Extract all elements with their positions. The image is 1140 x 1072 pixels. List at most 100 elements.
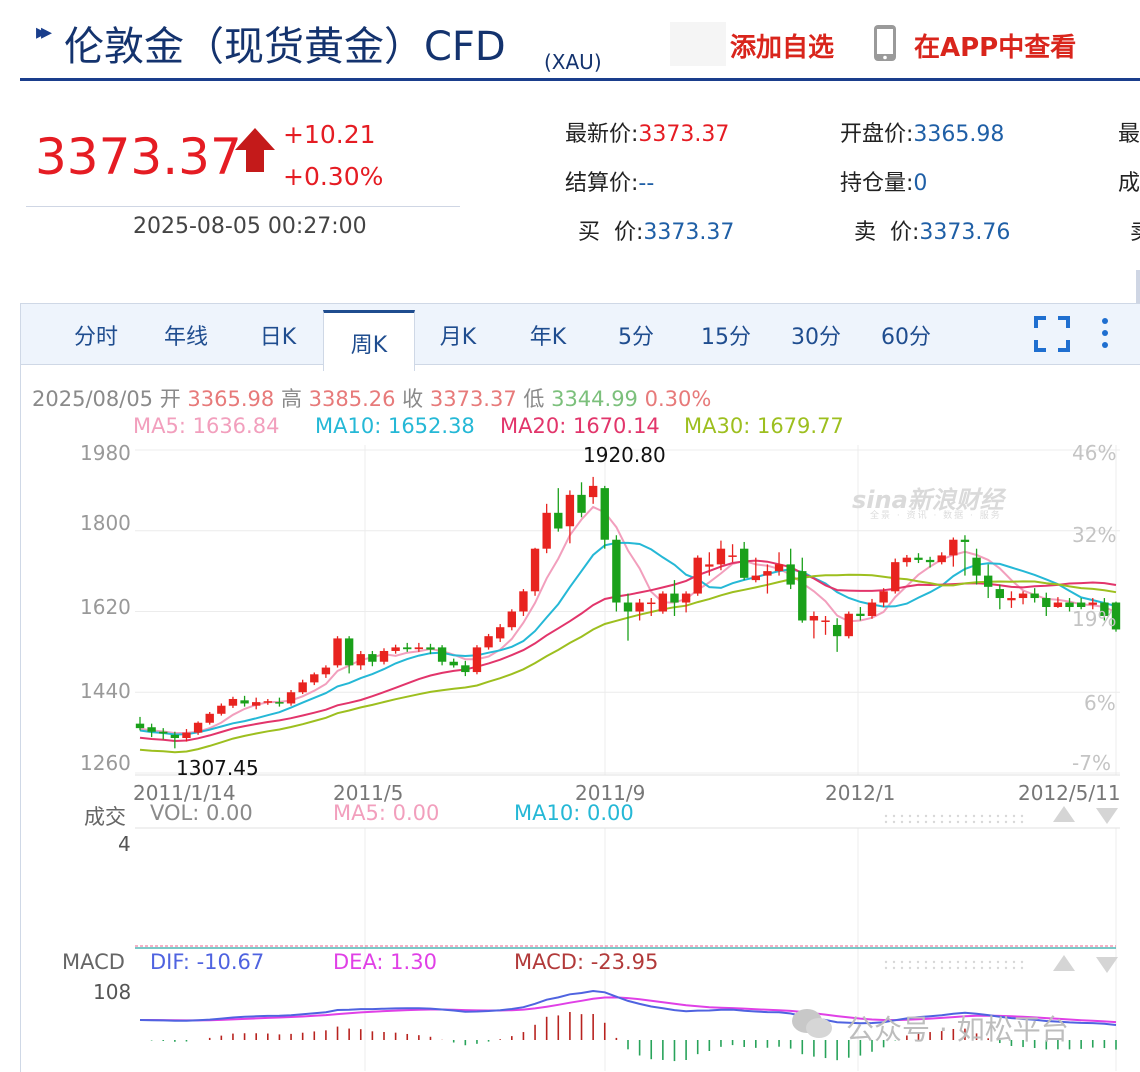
tab-yearly-k[interactable]: 年K xyxy=(529,325,567,350)
candle-body xyxy=(170,734,180,739)
tab-daily-k[interactable]: 日K xyxy=(259,325,297,350)
candle-body xyxy=(728,555,737,557)
tab-15min[interactable]: 15分 xyxy=(701,325,751,350)
view-in-app-button[interactable]: 在APP中查看 xyxy=(914,33,1077,63)
volume-ma5: MA5: 0.00 xyxy=(333,801,440,825)
candle-body xyxy=(321,667,331,675)
tab-60min[interactable]: 60分 xyxy=(881,325,931,350)
kline-chart[interactable] xyxy=(0,440,1140,1071)
candle-body xyxy=(844,613,853,637)
dot-hint xyxy=(972,960,976,964)
panel-down-icon[interactable] xyxy=(1096,957,1118,973)
dot-hint xyxy=(948,814,952,818)
macd-panel xyxy=(139,989,1117,1062)
dot-hint xyxy=(964,966,968,970)
dot-hint xyxy=(932,814,936,818)
volume-tick: 4 xyxy=(118,832,131,856)
dot-hint xyxy=(924,814,928,818)
volume-panel xyxy=(135,814,1116,970)
volume-value: VOL: 0.00 xyxy=(150,801,253,825)
dot-hint xyxy=(940,820,944,824)
dot-hint xyxy=(916,966,920,970)
candle-body xyxy=(821,620,830,622)
tab-weekly-k[interactable]: 周K xyxy=(323,310,415,371)
dot-hint xyxy=(932,820,936,824)
candle-body xyxy=(228,698,238,706)
legend-ma5: MA5: 1636.84 xyxy=(133,414,280,438)
y-tick-left: 1260 xyxy=(80,751,131,775)
dot-hint xyxy=(908,814,912,818)
y-tick-left: 1620 xyxy=(80,595,131,619)
dot-hint xyxy=(996,814,1000,818)
dot-hint xyxy=(964,814,968,818)
candle-body xyxy=(902,557,912,563)
panel-up-icon[interactable] xyxy=(1053,955,1075,971)
ma-line-ma20 xyxy=(139,559,1117,743)
dot-hint xyxy=(972,966,976,970)
candle-body xyxy=(809,615,819,621)
add-favorite-button[interactable]: 添加自选 xyxy=(730,33,835,63)
more-vertical-icon[interactable] xyxy=(1096,316,1114,352)
x-tick: 2012/1 xyxy=(825,781,896,805)
dot-hint xyxy=(924,960,928,964)
dot-hint xyxy=(884,966,888,970)
stat-value: 0 xyxy=(913,171,928,196)
dot-hint xyxy=(1012,966,1016,970)
page-title: 伦敦金（现货黄金）CFD xyxy=(64,24,506,70)
candle-body xyxy=(461,665,470,673)
y-tick-right: 32% xyxy=(1072,523,1117,547)
candle-body xyxy=(135,723,145,729)
x-tick: 2011/1/14 xyxy=(133,781,236,805)
candle-body xyxy=(159,731,168,734)
candle-body xyxy=(740,548,749,578)
candle-body xyxy=(1100,602,1109,616)
tab-5min[interactable]: 5分 xyxy=(618,325,654,350)
panel-down-icon[interactable] xyxy=(1096,808,1118,824)
dot-hint xyxy=(932,966,936,970)
candle-body xyxy=(670,593,679,603)
macd-label: MACD xyxy=(62,950,125,974)
price-change: +10.21 xyxy=(283,120,376,149)
candle-body xyxy=(542,512,551,549)
stat-ask: 卖 价:3373.76 xyxy=(854,214,1010,246)
x-tick: 2011/9 xyxy=(575,781,646,805)
candle-body xyxy=(1111,602,1121,630)
dot-hint xyxy=(1012,814,1016,818)
tab-monthly-k[interactable]: 月K xyxy=(439,325,477,350)
candle-body xyxy=(368,654,377,662)
candle-body xyxy=(693,557,702,594)
candle-body xyxy=(275,702,284,704)
tab-year-line[interactable]: 年线 xyxy=(163,325,208,350)
dot-hint xyxy=(1004,820,1008,824)
candle-body xyxy=(403,647,412,650)
dot-hint xyxy=(988,960,992,964)
candle-body xyxy=(867,602,877,616)
candle-body xyxy=(530,548,540,592)
dot-hint xyxy=(980,814,984,818)
stat-label: 开盘价: xyxy=(840,122,914,147)
dot-hint xyxy=(956,960,960,964)
candle-body xyxy=(914,557,923,560)
dot-hint xyxy=(1012,820,1016,824)
panel-up-icon[interactable] xyxy=(1053,806,1075,822)
dot-hint xyxy=(964,960,968,964)
dot-hint xyxy=(900,814,904,818)
tab-intraday[interactable]: 分时 xyxy=(73,325,118,350)
dot-hint xyxy=(916,960,920,964)
dot-hint xyxy=(980,966,984,970)
y-tick-left: 1440 xyxy=(80,679,131,703)
fullscreen-icon[interactable] xyxy=(1034,316,1070,352)
dot-hint xyxy=(884,814,888,818)
min-annotation: 1307.45 xyxy=(176,756,259,780)
candle-body xyxy=(1065,602,1074,608)
dot-hint xyxy=(1020,820,1024,824)
y-tick-left: 1800 xyxy=(80,511,131,535)
dot-hint xyxy=(988,814,992,818)
candles xyxy=(135,476,1121,749)
wechat-icon xyxy=(792,1009,832,1038)
stat-value: 3373.37 xyxy=(638,122,730,147)
candle-body xyxy=(658,593,668,612)
tab-30min[interactable]: 30分 xyxy=(791,325,841,350)
candle-body xyxy=(344,638,354,666)
stat-value: 3373.76 xyxy=(919,220,1011,245)
